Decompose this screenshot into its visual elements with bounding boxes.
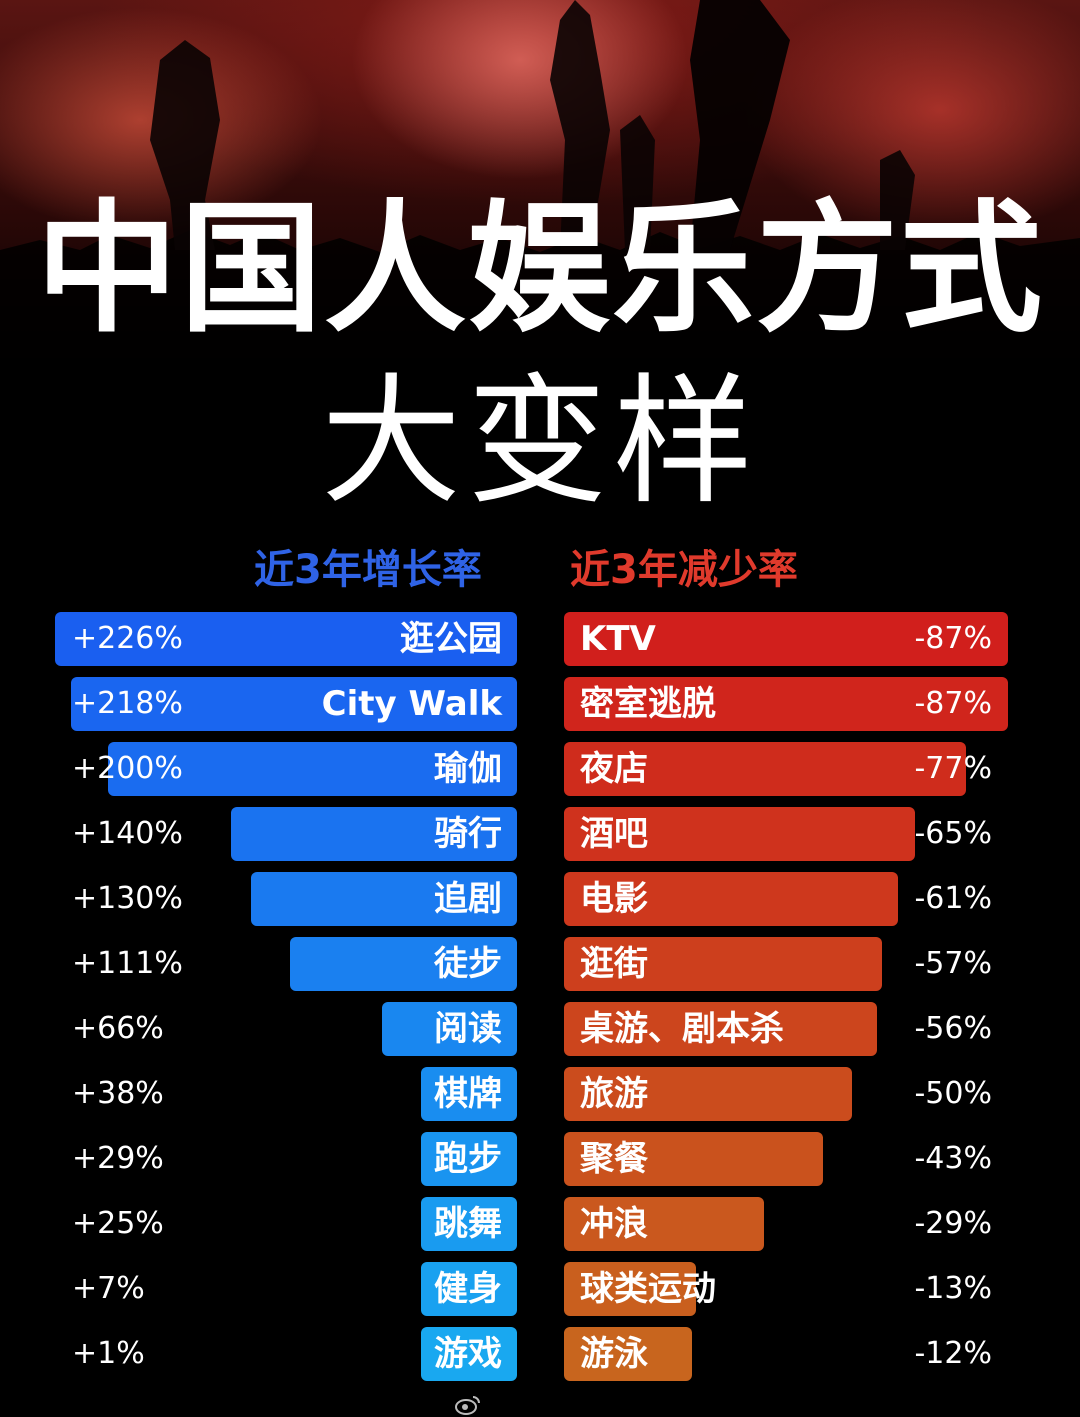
decline-value-label: -56%	[914, 1011, 992, 1046]
chart-row: +29% 跑步 聚餐 -43%	[0, 1132, 1080, 1186]
decline-value-label: -57%	[914, 946, 992, 981]
growth-bar	[421, 1262, 517, 1316]
growth-category-label: 骑行	[434, 814, 502, 854]
chart-row: +218% City Walk 密室逃脱 -87%	[0, 677, 1080, 731]
chart-row: +25% 跳舞 冲浪 -29%	[0, 1197, 1080, 1251]
decline-column-header: 近3年减少率	[570, 547, 798, 593]
decline-category-label: 酒吧	[580, 814, 648, 854]
growth-bar	[251, 872, 517, 926]
page-title: 中国人娱乐方式	[36, 187, 1044, 352]
decline-value-label: -43%	[914, 1141, 992, 1176]
growth-bar	[421, 1327, 517, 1381]
chart-row: +66% 阅读 桌游、剧本杀 -56%	[0, 1002, 1080, 1056]
growth-value-label: +218%	[72, 686, 183, 721]
decline-bar	[564, 677, 1008, 731]
growth-column-header: 近3年增长率	[254, 547, 482, 593]
growth-value-label: +130%	[72, 881, 183, 916]
decline-category-label: 游泳	[580, 1334, 648, 1374]
decline-value-label: -50%	[914, 1076, 992, 1111]
growth-bar	[382, 1002, 517, 1056]
growth-value-label: +66%	[72, 1011, 164, 1046]
decline-bar	[564, 612, 1008, 666]
decline-bar	[564, 742, 966, 796]
growth-bar	[71, 677, 517, 731]
growth-bar	[421, 1067, 517, 1121]
decline-bar	[564, 1067, 853, 1121]
growth-category-label: 瑜伽	[434, 749, 502, 789]
chart-row: +130% 追剧 电影 -61%	[0, 872, 1080, 926]
chart-row: +7% 健身 球类运动 -13%	[0, 1262, 1080, 1316]
growth-bar	[421, 1132, 517, 1186]
growth-value-label: +140%	[72, 816, 183, 851]
decline-bar	[564, 1002, 878, 1056]
growth-bar	[421, 1197, 517, 1251]
decline-category-label: 桌游、剧本杀	[580, 1009, 784, 1049]
growth-category-label: 棋牌	[434, 1074, 502, 1114]
growth-category-label: 逛公园	[400, 619, 502, 659]
growth-value-label: +200%	[72, 751, 183, 786]
chart-row: +111% 徒步 逛街 -57%	[0, 937, 1080, 991]
growth-value-label: +226%	[72, 621, 183, 656]
decline-bar	[564, 1327, 692, 1381]
decline-category-label: 电影	[580, 879, 648, 919]
growth-value-label: +111%	[72, 946, 183, 981]
decline-category-label: 密室逃脱	[580, 684, 716, 724]
growth-category-label: City Walk	[321, 684, 502, 724]
growth-category-label: 追剧	[434, 879, 502, 919]
growth-value-label: +29%	[72, 1141, 164, 1176]
decline-value-label: -87%	[914, 621, 992, 656]
page-subtitle: 大变样	[320, 361, 759, 524]
decline-value-label: -29%	[914, 1206, 992, 1241]
growth-category-label: 徒步	[434, 944, 502, 984]
growth-category-label: 跳舞	[434, 1204, 502, 1244]
decline-bar	[564, 807, 916, 861]
decline-value-label: -87%	[914, 686, 992, 721]
decline-bar	[564, 937, 882, 991]
concert-crowd-silhouette	[0, 0, 1080, 620]
decline-category-label: 旅游	[580, 1074, 648, 1114]
decline-value-label: -77%	[914, 751, 992, 786]
decline-category-label: 逛街	[580, 944, 648, 984]
decline-value-label: -65%	[914, 816, 992, 851]
decline-value-label: -12%	[914, 1336, 992, 1371]
decline-category-label: 夜店	[580, 749, 648, 789]
decline-bar	[564, 1197, 764, 1251]
chart-row: +200% 瑜伽 夜店 -77%	[0, 742, 1080, 796]
decline-category-label: 球类运动	[580, 1269, 716, 1309]
growth-value-label: +38%	[72, 1076, 164, 1111]
growth-value-label: +1%	[72, 1336, 145, 1371]
growth-bar	[230, 807, 517, 861]
decline-bar	[564, 1132, 823, 1186]
decline-value-label: -61%	[914, 881, 992, 916]
growth-category-label: 健身	[434, 1269, 502, 1309]
decline-category-label: KTV	[580, 619, 656, 659]
growth-value-label: +7%	[72, 1271, 145, 1306]
decline-bar	[564, 1262, 697, 1316]
decline-category-label: 聚餐	[580, 1139, 648, 1179]
chart-row: +226% 逛公园 KTV -87%	[0, 612, 1080, 666]
chart-row: +38% 棋牌 旅游 -50%	[0, 1067, 1080, 1121]
growth-bar	[290, 937, 517, 991]
decline-value-label: -13%	[914, 1271, 992, 1306]
growth-value-label: +25%	[72, 1206, 164, 1241]
hero-background	[0, 0, 1080, 620]
growth-bar	[108, 742, 517, 796]
growth-category-label: 游戏	[434, 1334, 502, 1374]
decline-bar	[564, 872, 899, 926]
decline-category-label: 冲浪	[580, 1204, 648, 1244]
growth-category-label: 跑步	[434, 1139, 502, 1179]
chart-row: +140% 骑行 酒吧 -65%	[0, 807, 1080, 861]
growth-bar	[55, 612, 517, 666]
chart-row: +1% 游戏 游泳 -12%	[0, 1327, 1080, 1381]
weibo-icon	[455, 1396, 480, 1415]
growth-category-label: 阅读	[434, 1009, 502, 1049]
